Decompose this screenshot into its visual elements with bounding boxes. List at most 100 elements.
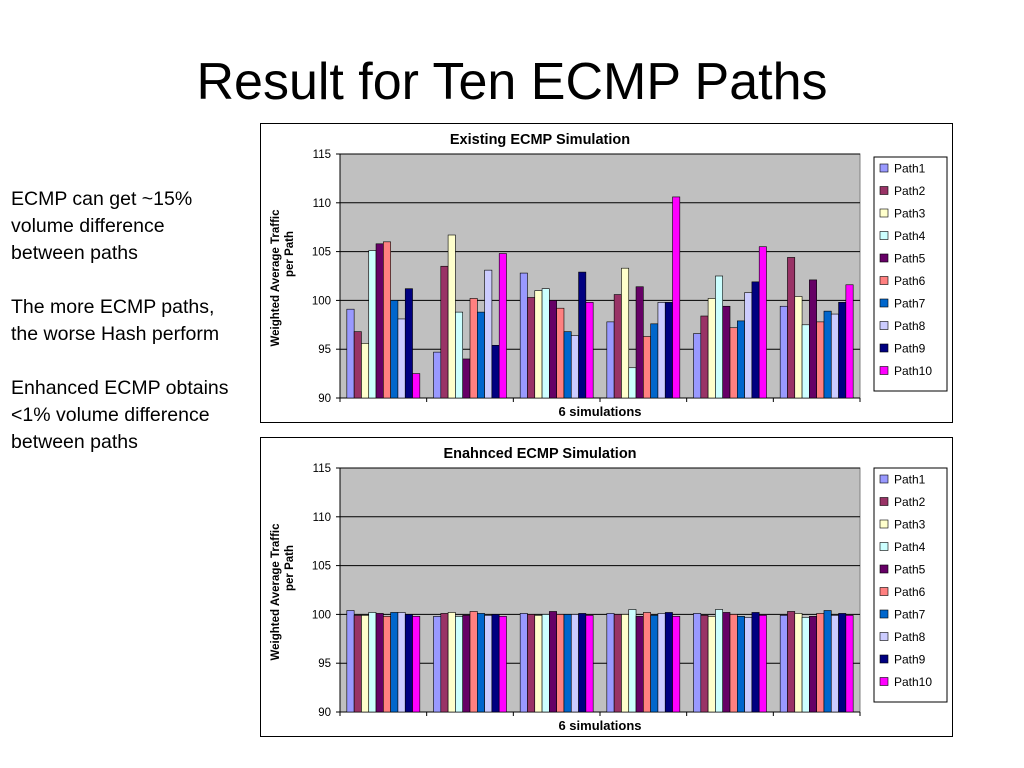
legend-label: Path5 (894, 252, 926, 266)
bar (570, 335, 579, 399)
legend-swatch (879, 366, 889, 375)
legend-swatch (879, 632, 889, 641)
bar (375, 243, 384, 399)
bar (498, 253, 507, 399)
bar (664, 612, 673, 713)
bar (484, 269, 493, 399)
bar (433, 351, 442, 399)
existing-ecmp-chart: Existing ECMP Simulation 90 95 100 105 110 115… (260, 123, 953, 423)
bar (462, 615, 471, 713)
bar (845, 284, 854, 399)
bar (736, 320, 745, 399)
bar (613, 294, 622, 399)
bar (383, 616, 391, 713)
bar (787, 611, 796, 713)
bar (664, 302, 673, 399)
bar (585, 615, 594, 713)
bar (606, 321, 615, 399)
bar (353, 615, 362, 713)
legend-label: Path2 (894, 184, 926, 198)
bar (838, 613, 847, 713)
legend-swatch (879, 677, 889, 686)
bar (491, 344, 500, 399)
y-axis-label: per Path (284, 545, 296, 591)
bar (715, 275, 723, 399)
y-tick-label: 90 (318, 707, 331, 719)
bar (390, 300, 399, 399)
bar (794, 296, 803, 399)
y-tick-label: 90 (318, 393, 331, 405)
legend-label: Path8 (894, 319, 926, 333)
bar (397, 612, 406, 713)
bar (729, 327, 738, 399)
bar (700, 315, 709, 399)
legend-label: Path3 (894, 518, 926, 532)
bar (736, 616, 745, 713)
legend-label: Path2 (894, 495, 926, 509)
bar (650, 323, 659, 399)
bar (606, 613, 615, 713)
legend-label: Path5 (894, 563, 926, 577)
bar (519, 272, 528, 399)
bar (613, 614, 622, 713)
bar (707, 298, 716, 399)
bar (563, 331, 572, 399)
bar (447, 612, 456, 713)
bar (672, 616, 681, 713)
bar (779, 615, 788, 713)
bar (541, 288, 550, 399)
legend-label: Path4 (894, 229, 926, 243)
bar (412, 373, 421, 399)
bar (440, 613, 449, 713)
bar (830, 313, 839, 399)
legend-swatch (879, 519, 889, 529)
legend-label: Path7 (894, 297, 926, 311)
legend-swatch (879, 542, 889, 551)
bar (801, 324, 810, 399)
bar (801, 617, 810, 713)
legend-swatch (879, 276, 889, 285)
bar (628, 367, 637, 399)
legend-label: Path3 (894, 207, 926, 221)
legend-swatch (879, 497, 889, 506)
legend-swatch (879, 587, 889, 596)
bar (397, 318, 406, 399)
bar (809, 279, 817, 399)
chart-svg: Enahnced ECMP Simulation 90 95 100 105 110 115… (270, 446, 948, 733)
bar (657, 613, 666, 713)
bar (621, 614, 630, 713)
y-tick-label: 100 (312, 295, 331, 307)
bar (693, 333, 702, 399)
y-tick-label: 115 (313, 463, 331, 475)
bar (758, 615, 767, 713)
legend-label: Path4 (894, 540, 926, 554)
bar (469, 298, 478, 399)
legend-swatch (879, 474, 889, 484)
bar (534, 290, 543, 399)
bar (541, 614, 550, 713)
bar (672, 196, 681, 399)
y-tick-label: 95 (318, 658, 331, 670)
bar (787, 257, 796, 399)
bar (390, 612, 399, 713)
bar (447, 234, 456, 399)
bullet-text: The more ECMP paths, the worse Hash perf… (11, 296, 220, 345)
bar (809, 616, 817, 713)
bar (693, 613, 702, 713)
enhanced-ecmp-chart: Enahnced ECMP Simulation 90 95 100 105 110 115… (260, 437, 953, 737)
plot-area (339, 467, 861, 713)
bar (527, 614, 536, 713)
bar (346, 308, 355, 399)
bar (729, 614, 738, 713)
bar (845, 615, 854, 713)
bar (838, 302, 847, 399)
bar (491, 614, 500, 713)
y-tick-label: 105 (312, 561, 331, 573)
legend-swatch (879, 163, 889, 173)
y-tick-label: 110 (313, 198, 331, 210)
bar (469, 611, 478, 713)
bar (643, 612, 651, 713)
bar (368, 612, 377, 713)
bar (628, 609, 637, 713)
bar (375, 613, 384, 713)
